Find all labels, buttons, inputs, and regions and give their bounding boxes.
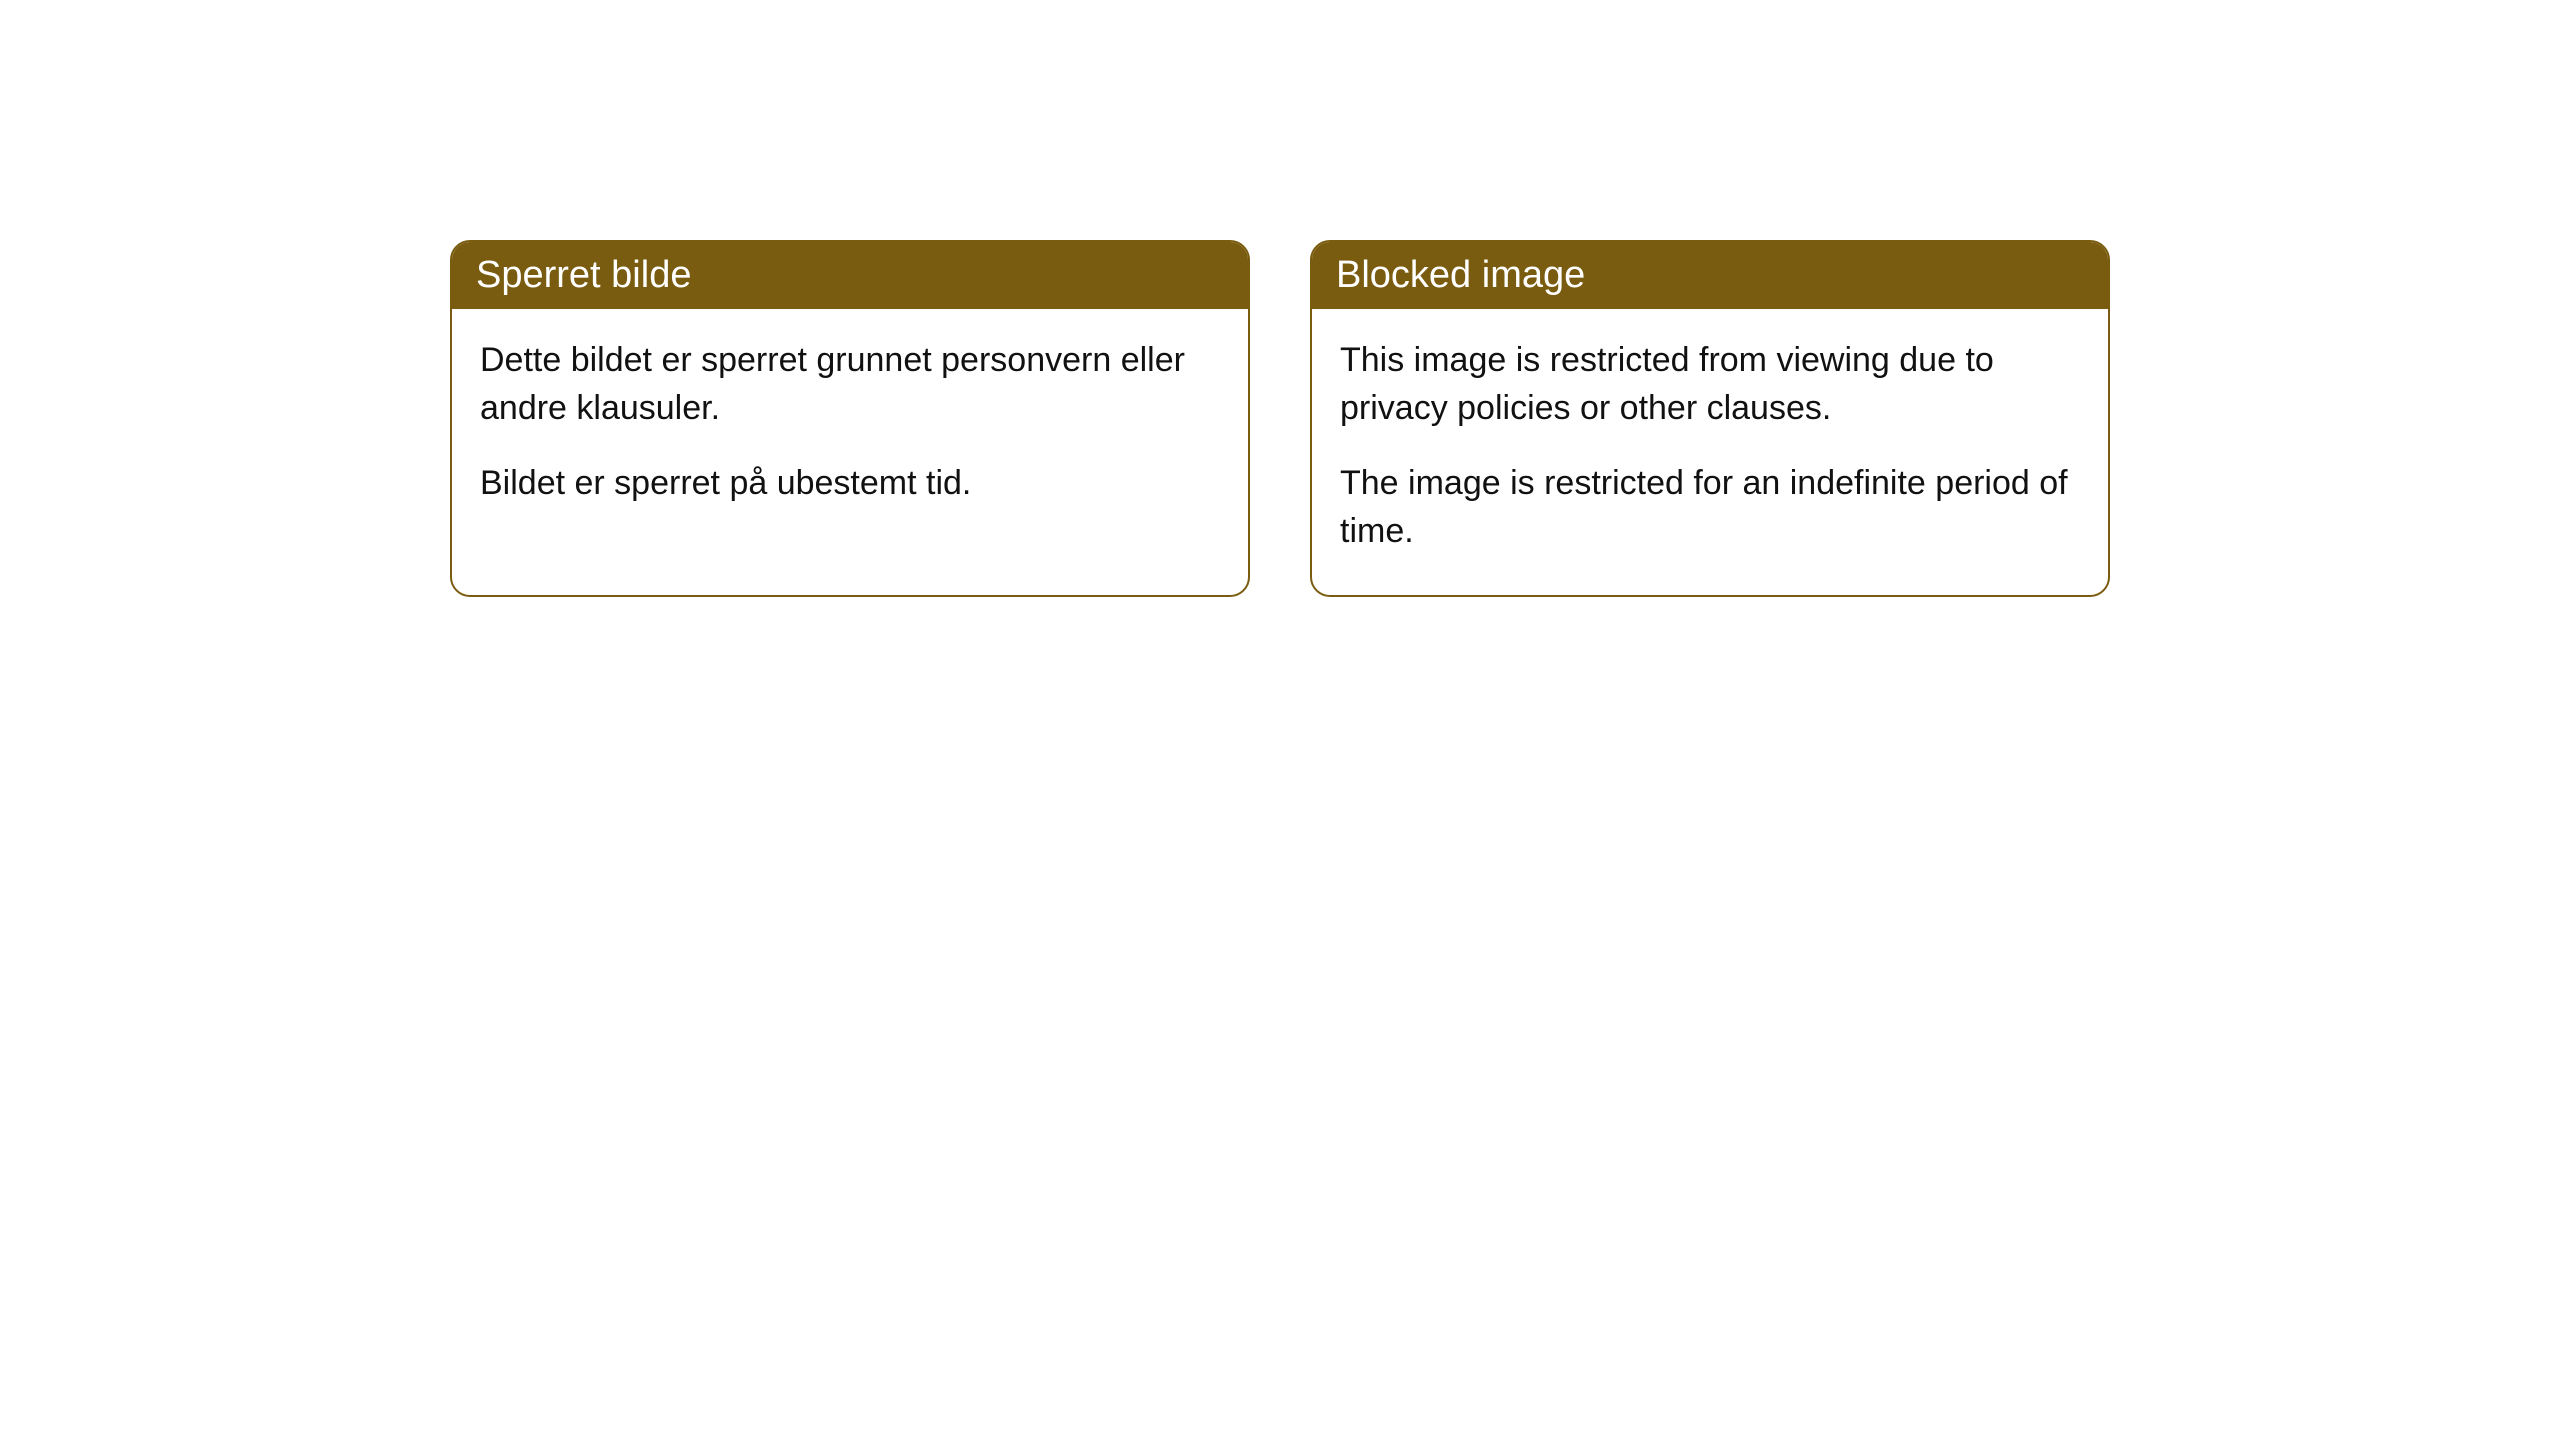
card-title: Blocked image (1336, 254, 1585, 296)
card-header: Sperret bilde (452, 242, 1248, 309)
card-paragraph: Dette bildet er sperret grunnet personve… (480, 337, 1220, 432)
card-body: This image is restricted from viewing du… (1312, 309, 2108, 595)
card-paragraph: This image is restricted from viewing du… (1340, 337, 2080, 432)
notice-card-english: Blocked image This image is restricted f… (1310, 240, 2110, 597)
card-paragraph: Bildet er sperret på ubestemt tid. (480, 460, 1220, 508)
notice-cards-container: Sperret bilde Dette bildet er sperret gr… (450, 240, 2110, 597)
notice-card-norwegian: Sperret bilde Dette bildet er sperret gr… (450, 240, 1250, 597)
card-header: Blocked image (1312, 242, 2108, 309)
card-title: Sperret bilde (476, 254, 691, 296)
card-body: Dette bildet er sperret grunnet personve… (452, 309, 1248, 548)
card-paragraph: The image is restricted for an indefinit… (1340, 460, 2080, 555)
